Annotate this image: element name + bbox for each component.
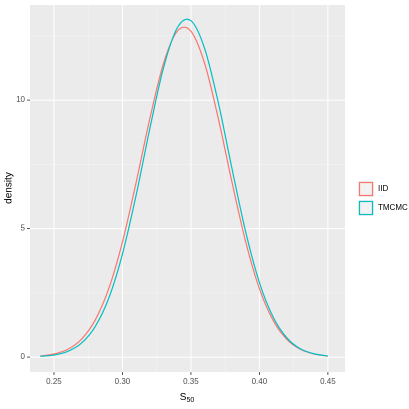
legend-key-bg	[358, 181, 374, 197]
y-tick-label: 10	[16, 95, 25, 104]
y-tick-label: 5	[21, 224, 26, 233]
x-label-subscript: 50	[186, 397, 194, 404]
legend-key	[358, 181, 374, 197]
x-tick-label: 0.30	[115, 377, 131, 386]
density-curve	[40, 18, 328, 357]
x-tick-label: 0.45	[320, 377, 336, 386]
legend-label: IID	[378, 184, 388, 193]
legend: IID TMCMC	[358, 181, 408, 216]
legend-key	[358, 200, 374, 216]
y-axis-title: density	[4, 172, 15, 204]
axes: 0 5 10 0.25 0.30 0.35 0.40 0.45	[16, 95, 336, 386]
y-tick-label: 0	[21, 352, 26, 361]
curves	[40, 18, 328, 357]
x-tick-label: 0.35	[183, 377, 199, 386]
x-tick-label: 0.25	[46, 377, 62, 386]
legend-key-bg	[358, 200, 374, 216]
panel	[30, 5, 345, 372]
x-axis-title: S50	[180, 392, 195, 404]
legend-label: TMCMC	[378, 203, 408, 212]
x-label: S	[180, 392, 187, 403]
grid	[30, 5, 345, 372]
x-tick-label: 0.40	[252, 377, 268, 386]
density-curve	[40, 26, 328, 357]
